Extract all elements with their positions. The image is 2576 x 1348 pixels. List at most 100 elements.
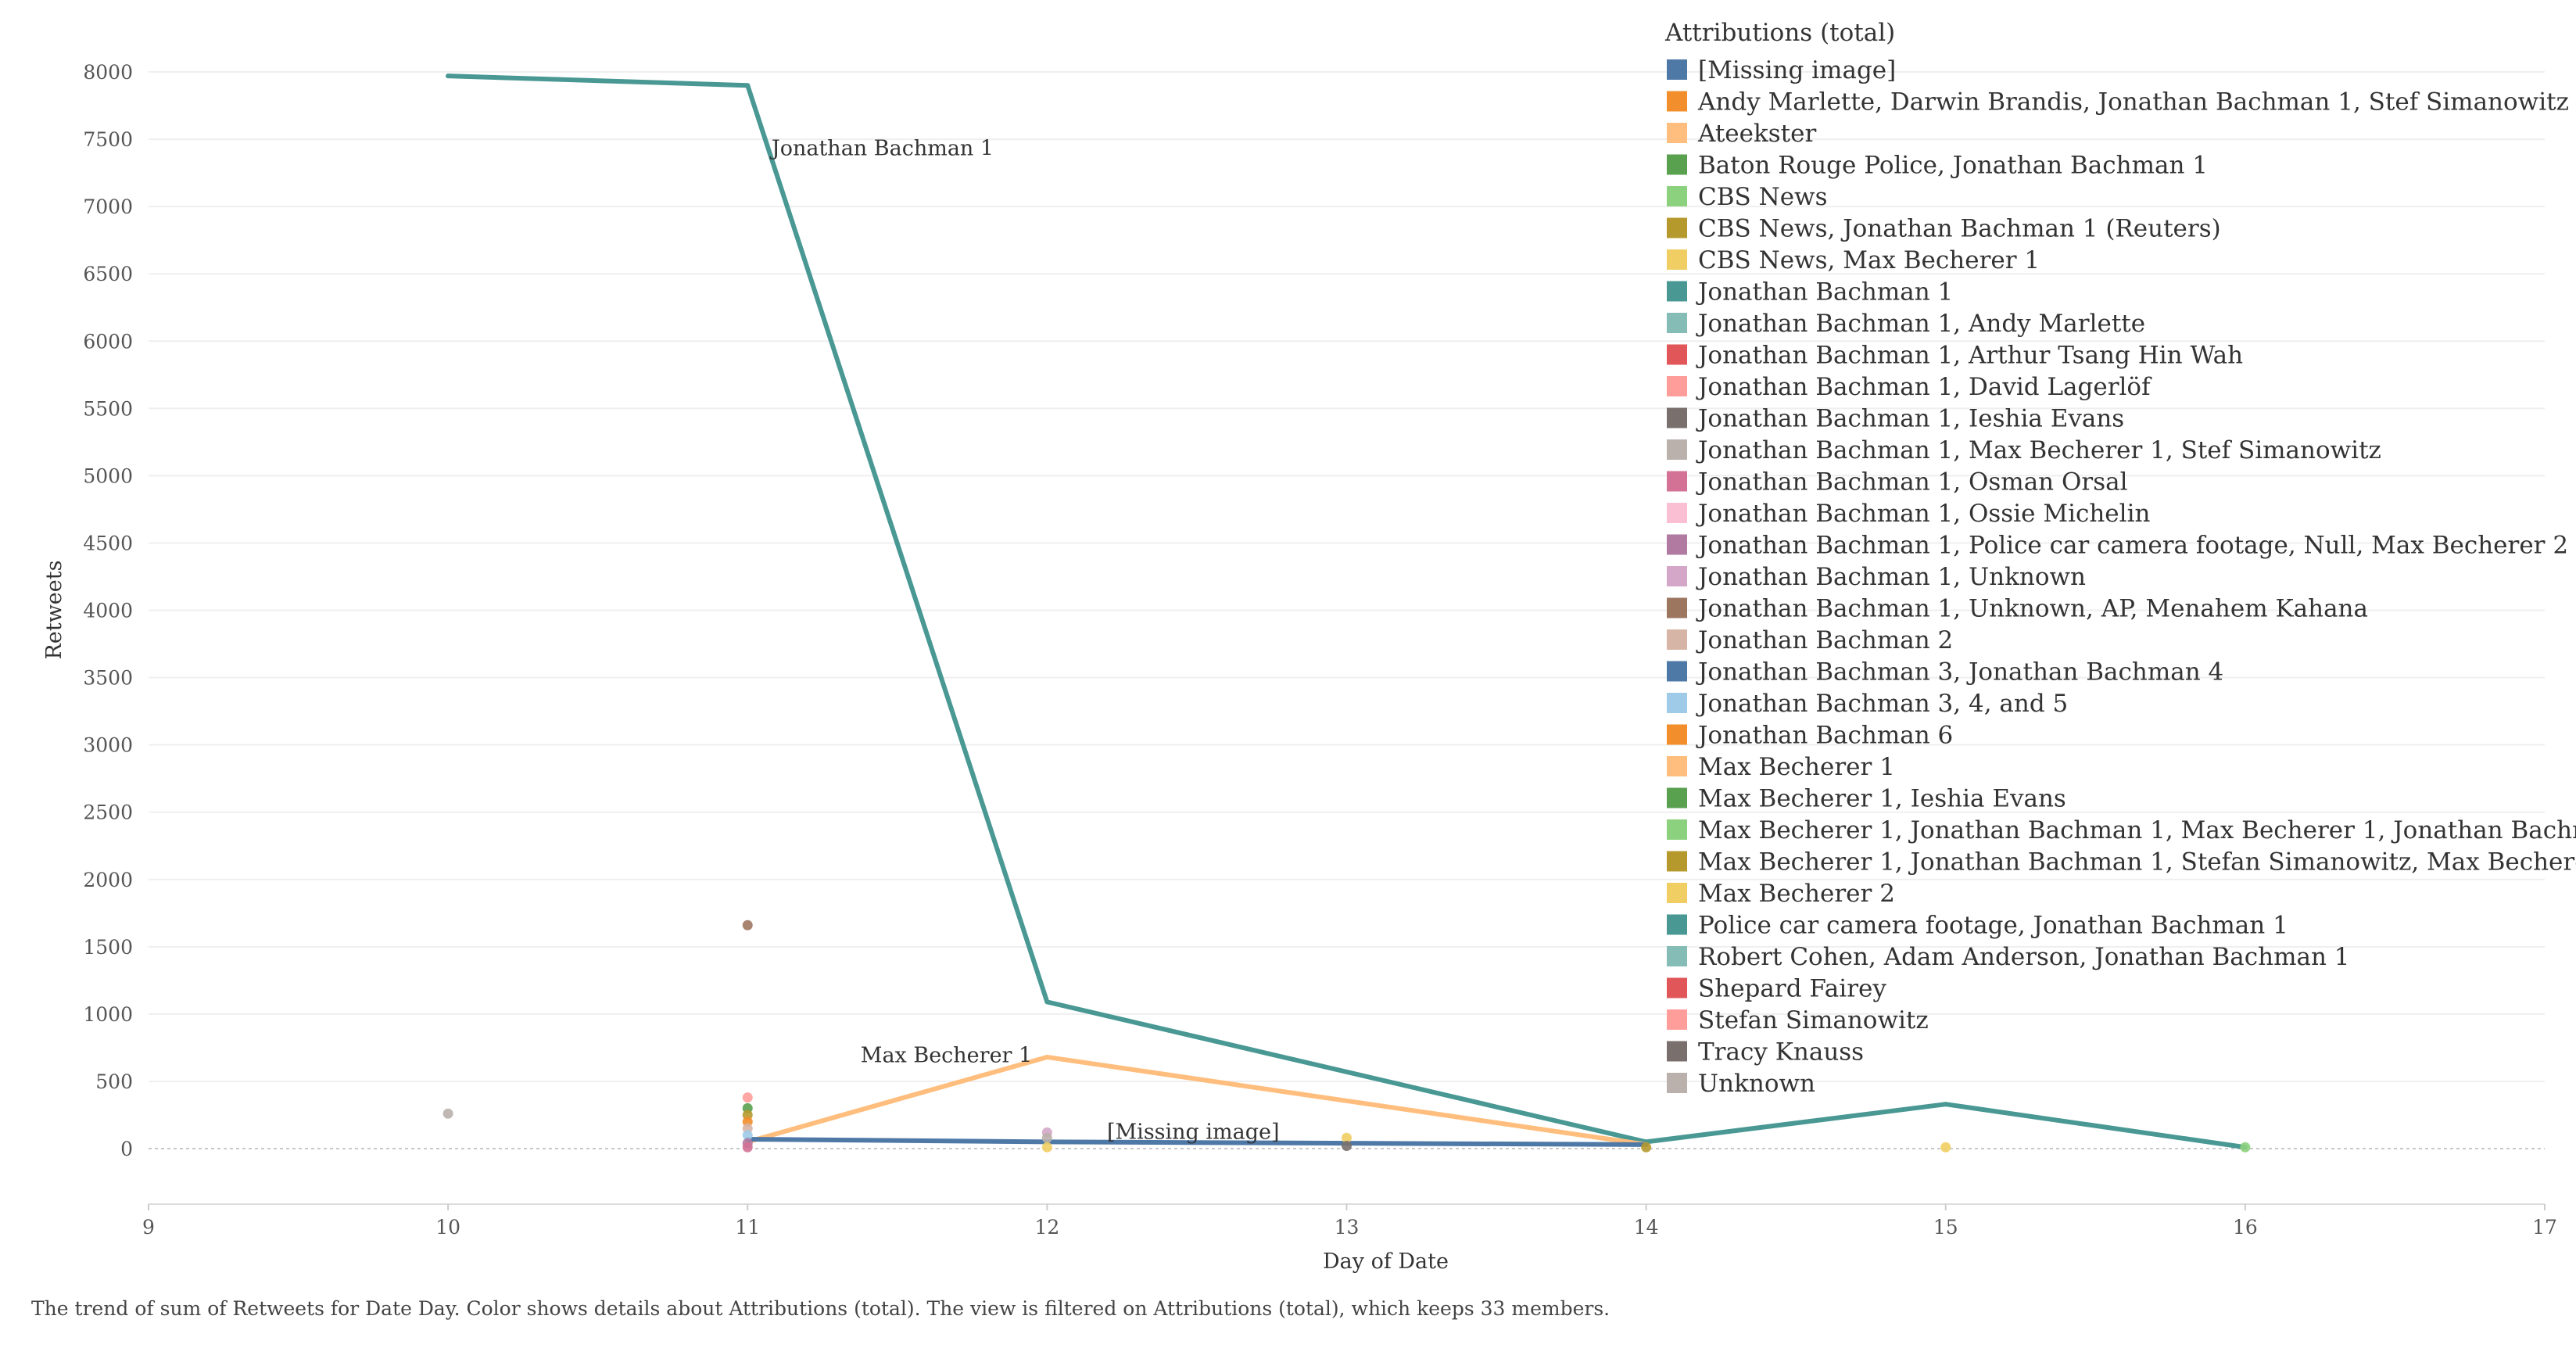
y-tick-label: 5000 [83, 464, 133, 487]
data-point [1041, 1142, 1052, 1153]
legend-swatch [1667, 313, 1687, 333]
y-tick-label: 5500 [83, 397, 133, 420]
x-tick-label: 11 [735, 1216, 760, 1239]
data-point [742, 1092, 753, 1103]
gridlines [149, 71, 2545, 1149]
legend-swatch [1667, 693, 1687, 713]
legend-swatch [1667, 851, 1687, 872]
legend-item-label: Jonathan Bachman 1, Unknown, AP, Menahem… [1696, 595, 2368, 623]
data-point [742, 1130, 753, 1141]
legend: Attributions (total) [Missing image] Andy… [1664, 19, 2576, 1098]
legend-title: Attributions (total) [1664, 19, 1895, 47]
y-tick-label: 2000 [83, 869, 133, 891]
legend-swatch [1667, 597, 1687, 618]
x-tick-label: 9 [142, 1216, 155, 1239]
mark-labels: Jonathan Bachman 1 Max Becherer 1 [Missing… [769, 136, 1280, 1144]
x-tick-label: 15 [1933, 1216, 1958, 1239]
legend-swatch [1667, 91, 1687, 112]
legend-swatch [1667, 883, 1687, 903]
legend-item-label: Jonathan Bachman 6 [1696, 722, 1953, 750]
y-tick-label: 1000 [83, 1003, 133, 1026]
legend-swatch [1667, 629, 1687, 650]
x-tick-label: 17 [2532, 1216, 2557, 1239]
x-tick-label: 13 [1335, 1216, 1360, 1239]
x-tick-label: 12 [1034, 1216, 1059, 1239]
data-point [1940, 1142, 1951, 1153]
chart-caption: The trend of sum of Retweets for Date Da… [31, 1297, 1610, 1320]
legend-swatch [1667, 439, 1687, 460]
legend-item-label: Jonathan Bachman 1, Ossie Michelin [1696, 500, 2150, 528]
y-tick-label: 0 [120, 1138, 133, 1160]
legend-swatch [1667, 914, 1687, 935]
x-tick-label: 10 [435, 1216, 460, 1239]
x-tick-label: 16 [2233, 1216, 2258, 1239]
legend-item-label: Jonathan Bachman 1, Andy Marlette [1696, 310, 2145, 338]
data-point [1342, 1132, 1352, 1143]
legend-item-label: CBS News [1698, 183, 1828, 211]
y-tick-label: 4500 [83, 532, 133, 554]
legend-swatch [1667, 281, 1687, 302]
y-tick-label: 6500 [83, 263, 133, 285]
legend-swatch [1667, 154, 1687, 175]
y-tick-label: 4000 [83, 600, 133, 622]
legend-item-label: Robert Cohen, Adam Anderson, Jonathan Ba… [1698, 943, 2350, 971]
legend-item-label: Tracy Knauss [1698, 1038, 1864, 1067]
legend-item-label: Jonathan Bachman 3, 4, and 5 [1696, 690, 2068, 718]
mark-label: [Missing image] [1107, 1120, 1280, 1145]
y-axis-title: Retweets [42, 561, 66, 660]
legend-swatch [1667, 534, 1687, 555]
legend-swatch [1667, 407, 1687, 428]
legend-swatch [1667, 249, 1687, 270]
legend-swatch [1667, 503, 1687, 523]
legend-swatch [1667, 344, 1687, 365]
legend-item-label: Jonathan Bachman 1 [1696, 278, 1953, 307]
x-axis: 9 10 11 12 13 14 15 16 17 [142, 1203, 2557, 1239]
y-tick-label: 1500 [83, 936, 133, 959]
legend-item-label: Max Becherer 2 [1698, 880, 1895, 908]
legend-item-label: Shepard Fairey [1698, 975, 1886, 1003]
legend-item-label: CBS News, Max Becherer 1 [1698, 246, 2040, 274]
legend-item-label: Unknown [1698, 1070, 1815, 1098]
legend-item-label: Stefan Simanowitz [1698, 1006, 1929, 1034]
series-point [745, 83, 751, 88]
mark-label: Jonathan Bachman 1 [769, 136, 994, 160]
legend-item-label: [Missing image] [1698, 56, 1896, 84]
series-point [1943, 1102, 1948, 1107]
y-tick-label: 2500 [83, 801, 133, 824]
data-point [1641, 1142, 1652, 1153]
legend-swatch [1667, 946, 1687, 966]
data-point [1041, 1132, 1052, 1143]
legend-item-label: Jonathan Bachman 1, Unknown [1696, 563, 2086, 591]
data-point [742, 920, 753, 930]
series-line [446, 73, 2248, 1150]
x-axis-title: Day of Date [1323, 1249, 1449, 1274]
scatter-points [442, 920, 2251, 1153]
legend-swatch [1667, 756, 1687, 776]
data-point [442, 1108, 453, 1119]
legend-swatch [1667, 566, 1687, 586]
y-tick-label: 3500 [83, 667, 133, 690]
legend-swatch [1667, 471, 1687, 492]
data-point [742, 1142, 753, 1153]
y-tick-label: 7500 [83, 128, 133, 151]
legend-item-label: CBS News, Jonathan Bachman 1 (Reuters) [1698, 215, 2221, 243]
y-tick-label: 3000 [83, 734, 133, 757]
y-tick-label: 8000 [83, 61, 133, 84]
y-tick-label: 6000 [83, 330, 133, 353]
legend-item-label: Ateekster [1697, 120, 1816, 148]
legend-swatch [1667, 1073, 1687, 1093]
data-point [2240, 1142, 2251, 1153]
legend-item-label: Jonathan Bachman 1, Arthur Tsang Hin Wah [1696, 342, 2243, 370]
legend-swatch [1667, 977, 1687, 998]
legend-item-label: Baton Rouge Police, Jonathan Bachman 1 [1698, 152, 2208, 180]
series-point [446, 73, 451, 79]
legend-swatch [1667, 217, 1687, 238]
legend-swatch [1667, 1009, 1687, 1030]
legend-item-label: Jonathan Bachman 1, Ieshia Evans [1696, 405, 2124, 433]
legend-item-label: Max Becherer 1, Ieshia Evans [1698, 785, 2066, 813]
legend-item-label: Jonathan Bachman 1, Police car camera fo… [1696, 532, 2568, 560]
legend-item-label: Max Becherer 1, Jonathan Bachman 1, Max … [1698, 816, 2576, 844]
series-point [1044, 1054, 1050, 1059]
data-point [1342, 1141, 1352, 1152]
